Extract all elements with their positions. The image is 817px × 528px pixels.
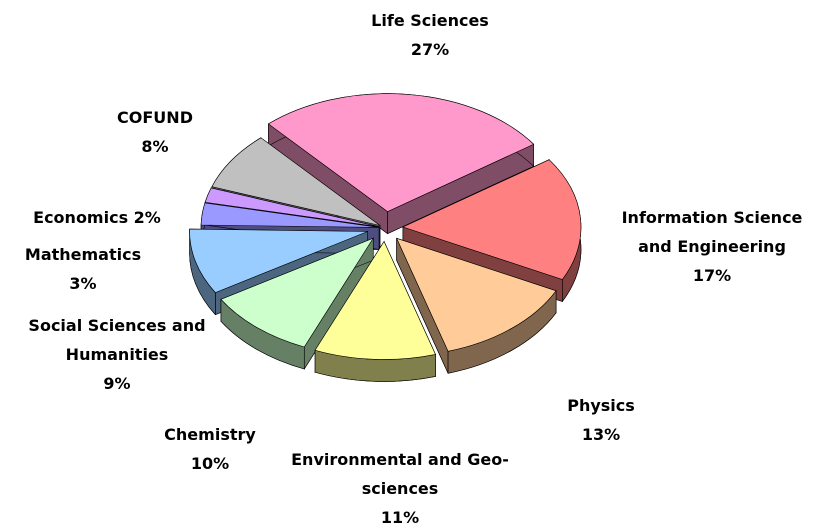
slice — [396, 237, 557, 352]
value-label: 27% — [410, 40, 450, 59]
category-name: Life Sciences — [371, 11, 489, 30]
category-name: Information Science and Engineering — [621, 208, 803, 256]
slice — [267, 93, 535, 212]
slice — [402, 159, 582, 280]
slice-label: Life Sciences 27% — [330, 6, 530, 64]
value-label: 11% — [380, 508, 420, 527]
value-label: 3% — [69, 274, 97, 293]
slice — [220, 237, 374, 348]
category-name: Social Sciences and Humanities — [28, 316, 206, 364]
slice-label: Environmental and Geo-sciences 11% — [280, 445, 520, 528]
slice — [200, 202, 380, 228]
category-name: Mathematics — [24, 245, 142, 264]
slice — [204, 187, 380, 228]
category-name: Chemistry — [164, 425, 256, 444]
category-name: Environmental and Geo-sciences — [291, 450, 509, 498]
slice-label: COFUND 8% — [85, 103, 225, 161]
slice — [396, 237, 557, 374]
slice-label: Information Science and Engineering 17% — [602, 203, 817, 290]
slice — [267, 93, 535, 235]
value-label: 8% — [141, 137, 169, 156]
value-label: 9% — [103, 374, 131, 393]
slice — [211, 137, 381, 226]
slice — [314, 240, 436, 360]
value-label: 10% — [190, 454, 230, 473]
slice-label: Chemistry 10% — [130, 420, 290, 478]
category-name: Economics — [33, 208, 129, 227]
value-label: 13% — [581, 425, 621, 444]
slice-label: Physics 13% — [541, 391, 661, 449]
slice-label: Social Sciences and Humanities 9% — [7, 311, 227, 398]
category-name: COFUND — [117, 108, 193, 127]
slice — [314, 240, 436, 382]
slice-label: Economics 2% — [0, 203, 197, 232]
slice — [189, 228, 368, 293]
slice-label: Mathematics 3% — [8, 240, 158, 298]
category-name: Physics — [567, 396, 635, 415]
value-label: 17% — [692, 266, 732, 285]
slice — [220, 237, 374, 371]
value-label: 2% — [133, 208, 161, 227]
